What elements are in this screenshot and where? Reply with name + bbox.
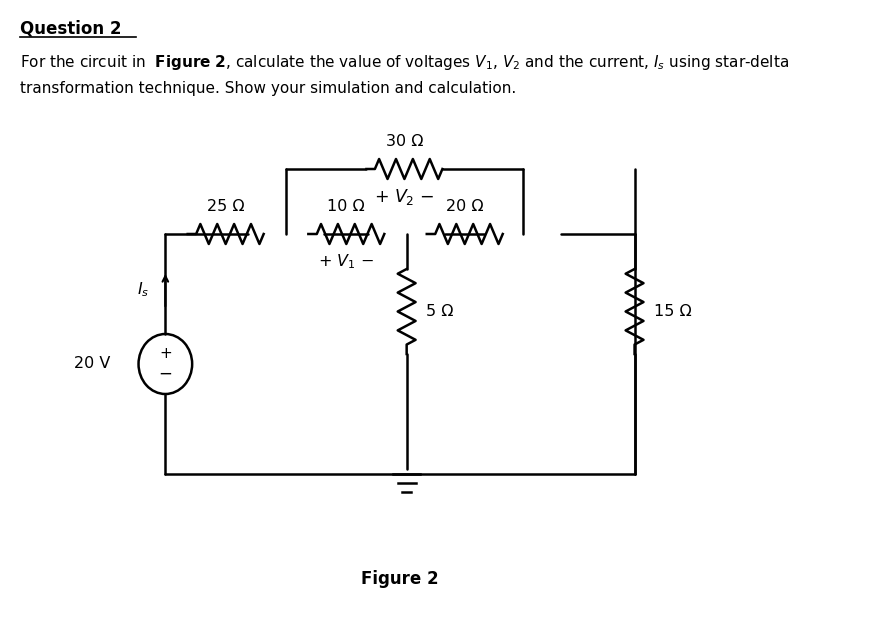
Text: 30 Ω: 30 Ω [385, 134, 423, 149]
Text: −: − [159, 365, 172, 383]
Text: Figure 2: Figure 2 [361, 570, 439, 588]
Text: + $V_2$ −: + $V_2$ − [374, 187, 434, 207]
Text: transformation technique. Show your simulation and calculation.: transformation technique. Show your simu… [20, 82, 516, 96]
Text: + $V_1$ −: + $V_1$ − [318, 252, 375, 271]
Text: 10 Ω: 10 Ω [327, 199, 365, 214]
Text: +: + [159, 347, 172, 361]
Text: For the circuit in  $\bf{Figure\ 2}$, calculate the value of voltages $V_1$, $V_: For the circuit in $\bf{Figure\ 2}$, cal… [20, 53, 789, 72]
Text: Question 2: Question 2 [20, 20, 121, 38]
Text: 15 Ω: 15 Ω [654, 304, 692, 319]
Text: 20 V: 20 V [73, 356, 110, 372]
Text: 20 Ω: 20 Ω [446, 199, 483, 214]
Text: 5 Ω: 5 Ω [426, 304, 454, 319]
Text: $I_s$: $I_s$ [137, 281, 149, 299]
Text: 25 Ω: 25 Ω [207, 199, 244, 214]
